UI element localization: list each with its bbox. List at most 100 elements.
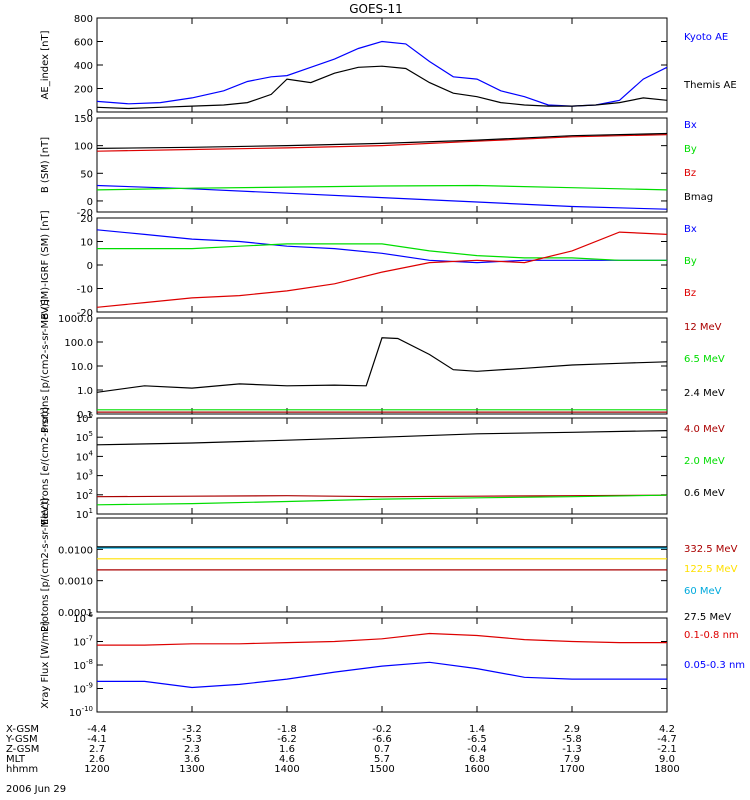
y-axis-label: Electrons [e/(cm2-s-sr)] [40, 407, 51, 525]
axis-row-value: 1800 [654, 764, 679, 775]
y-tick-label: 50 [80, 169, 93, 180]
y-tick-label: 104 [76, 449, 94, 463]
y-axis-label: B (SM) [nT] [40, 137, 51, 193]
series-line-0-1-0-8-nm [97, 632, 667, 646]
axis-row-label: X-GSM [6, 724, 39, 735]
y-tick-label: 0 [87, 261, 93, 272]
y-tick-label: 0 [87, 197, 93, 208]
legend-entry: Themis AE [683, 80, 737, 91]
y-tick-label: 1000.0 [58, 314, 93, 325]
y-tick-label: 101 [76, 507, 93, 521]
panel-3: -20 -10 0 10 20 B (SM)-IGRF (SM) [nT] Bx By Bz [40, 210, 697, 319]
y-axis-label: B (SM)-IGRF (SM) [nT] [40, 210, 51, 319]
axis-row-value: -5.3 [182, 734, 202, 745]
y-tick-label: 103 [76, 469, 93, 483]
axis-row-value: 9.0 [659, 754, 675, 765]
y-tick-label: 10-8 [73, 658, 93, 672]
y-tick-label: 0.0100 [58, 545, 93, 556]
axis-row-label: MLT [6, 754, 26, 765]
series-line-0-6-mev [96, 430, 668, 446]
series-line-kyoto-ae [96, 40, 668, 107]
axis-row-value: -6.2 [277, 734, 297, 745]
legend-entry: 12 MeV [684, 322, 722, 333]
panel-6: 0.0001 0.0010 0.0100 Protons [p/(cm2-s-sr-M… [40, 498, 738, 632]
y-tick-label: 105 [76, 430, 93, 444]
y-tick-label: 1.0 [77, 386, 93, 397]
axis-row-value: 7.9 [564, 754, 580, 765]
date-label: 2006 Jun 29 [6, 784, 66, 795]
panel-frame [96, 517, 668, 613]
axis-row-value: -4.4 [87, 724, 107, 735]
axis-row-value: 1.4 [469, 724, 485, 735]
panel-frame [96, 17, 668, 113]
axis-row-value: 2.3 [184, 744, 200, 755]
legend-entry: 332.5 MeV [684, 544, 738, 555]
legend-entry: Bz [684, 168, 696, 179]
axis-row-label: Y-GSM [5, 734, 38, 745]
panel-frame [96, 217, 668, 313]
legend-entry: 0.6 MeV [684, 488, 725, 499]
y-tick-label: -20 [77, 208, 93, 219]
series-line-bz [96, 134, 668, 152]
axis-row-value: 1500 [369, 764, 394, 775]
y-axis-label: Protons [p/(cm2-s-sr-MeV)] [40, 498, 51, 632]
axis-row-value: 2.9 [564, 724, 580, 735]
y-tick-label: 600 [74, 38, 93, 49]
panel-frame [96, 317, 668, 415]
series-line-bx [96, 184, 668, 210]
y-tick-label: 0 [87, 108, 93, 119]
axis-row-value: 1300 [179, 764, 204, 775]
panel-1: 0 200 400 600 800 AE_index [nT] Kyoto AE Themis… [40, 14, 737, 119]
legend-entry: 122.5 MeV [684, 564, 738, 575]
axis-row-value: 0.7 [374, 744, 390, 755]
legend-entry: 0.1-0.8 nm [684, 630, 739, 641]
series-line-bx [96, 229, 667, 264]
legend-entry: Bx [684, 224, 697, 235]
axis-row-value: -3.2 [182, 724, 202, 735]
series-line-by [96, 184, 668, 191]
legend-entry: 4.0 MeV [684, 424, 725, 435]
legend-entry: By [684, 144, 697, 155]
legend-entry: Bx [684, 120, 697, 131]
legend-entry: 60 MeV [684, 586, 722, 597]
axis-row-label: hhmm [6, 764, 38, 775]
axis-row-value: -2.1 [657, 744, 677, 755]
y-tick-label: 10.0 [71, 362, 93, 373]
panel-5: 101 102 103 104 105 106 Electrons [e/(cm2-s-sr… [40, 407, 725, 525]
axis-row-value: 2.7 [89, 744, 105, 755]
axis-row-value: 2.6 [89, 754, 105, 765]
axis-row-value: 5.7 [374, 754, 390, 765]
panel-2: -200 50 100 150 B (SM) [nT] Bx By Bz Bmag [40, 114, 713, 219]
axis-row-value: -4.1 [87, 734, 107, 745]
y-axis-label: Protons [p/(cm2-s-sr-MeV)] [40, 299, 51, 433]
y-tick-label: 100 [74, 142, 93, 153]
y-tick-label: 10-9 [73, 682, 93, 696]
legend-entry: 0.05-0.3 nm [684, 660, 745, 671]
y-tick-label: 0.0010 [58, 577, 93, 588]
legend-entry: Bz [684, 288, 696, 299]
y-tick-label: 20 [80, 214, 93, 225]
chart-title: GOES-11 [349, 2, 403, 16]
axis-row-value: 1400 [274, 764, 299, 775]
y-axis-label: AE_index [nT] [40, 30, 51, 99]
y-tick-label: 106 [76, 411, 94, 425]
axis-row-value: -4.7 [657, 734, 677, 745]
axis-row-value: -0.2 [372, 724, 392, 735]
panel-frame [96, 617, 668, 713]
axis-row-value: -6.5 [467, 734, 487, 745]
y-tick-label: 400 [74, 61, 93, 72]
y-tick-label: -20 [77, 308, 93, 319]
series-line-themis-ae [96, 65, 668, 110]
series-line-2-0-mev [96, 494, 668, 506]
series-line-by [97, 243, 667, 261]
axis-row-value: 6.8 [469, 754, 485, 765]
legend-entry: 2.4 MeV [684, 388, 725, 399]
y-tick-label: -10 [77, 285, 93, 296]
y-tick-label: 0.0001 [58, 608, 93, 619]
axis-row-label: Z-GSM [6, 744, 39, 755]
y-tick-label: 150 [74, 114, 93, 125]
axis-row-value: 4.6 [279, 754, 295, 765]
axis-row-value: -0.4 [467, 744, 487, 755]
axis-row-value: -1.3 [562, 744, 582, 755]
